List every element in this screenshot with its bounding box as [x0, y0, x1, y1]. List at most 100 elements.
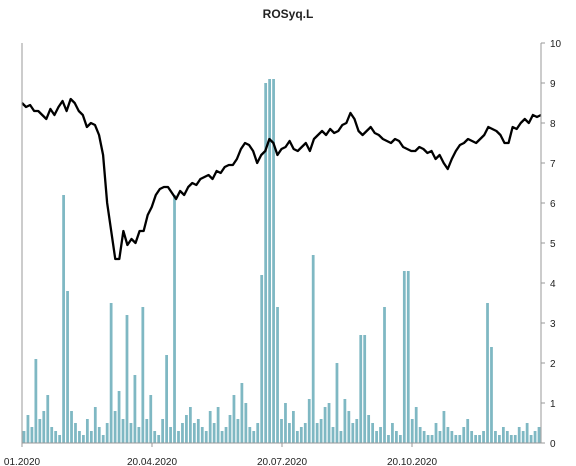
- volume-bar: [236, 419, 240, 443]
- volume-bar: [228, 415, 232, 443]
- volume-bar: [327, 403, 331, 443]
- volume-bar: [486, 303, 489, 443]
- volume-bar: [256, 423, 260, 443]
- volume-bar: [537, 427, 541, 443]
- volume-bar: [161, 419, 165, 443]
- y-axis-ticks: 0 1 2 3 4 5 6 7 8 9 10: [541, 39, 562, 450]
- volume-bar: [30, 427, 34, 443]
- volume-bar: [82, 435, 85, 443]
- volume-bar: [264, 83, 268, 443]
- volume-bar: [260, 275, 264, 443]
- volume-bar: [276, 307, 279, 443]
- volume-bar: [165, 355, 168, 443]
- volume-bar: [208, 411, 212, 443]
- volume-bar: [355, 419, 359, 443]
- volume-bar: [244, 403, 248, 443]
- volume-bar: [402, 271, 406, 443]
- price-line: [21, 97, 542, 261]
- volume-bar: [533, 431, 537, 443]
- volume-bar: [438, 431, 442, 443]
- y-tick-label: 2: [550, 359, 556, 370]
- volume-bar: [454, 435, 458, 443]
- volume-bar: [335, 363, 339, 443]
- volume-bar: [252, 431, 256, 443]
- volume-bar: [280, 419, 283, 443]
- volume-bar: [521, 431, 525, 443]
- volume-bar: [85, 419, 89, 443]
- volume-bar: [26, 415, 30, 443]
- volume-bar: [509, 435, 513, 443]
- volume-bar: [339, 431, 343, 443]
- volume-bar: [442, 411, 446, 443]
- volume-bar: [216, 407, 220, 443]
- volume-bar: [462, 427, 466, 443]
- volume-bar: [137, 427, 141, 443]
- volume-bar: [54, 431, 58, 443]
- volume-bar: [93, 407, 97, 443]
- volume-bar: [398, 435, 402, 443]
- volume-bar: [109, 303, 113, 443]
- chart-title: ROSyq.L: [263, 7, 314, 21]
- volume-bar: [192, 423, 196, 443]
- volume-bar: [418, 427, 422, 443]
- volume-bar: [525, 423, 529, 443]
- volume-bar: [196, 419, 200, 443]
- volume-bar: [38, 419, 42, 443]
- volume-bar: [153, 431, 157, 443]
- volume-bar: [78, 431, 81, 443]
- volume-bar: [387, 435, 390, 443]
- y-tick-label: 7: [550, 159, 556, 170]
- volume-bar: [434, 423, 438, 443]
- volume-bar: [248, 427, 252, 443]
- volume-bar: [379, 427, 382, 443]
- volume-bar: [422, 431, 426, 443]
- volume-bar: [224, 427, 228, 443]
- volume-bar: [292, 411, 295, 443]
- y-tick-label: 10: [550, 39, 562, 50]
- volume-bar: [395, 431, 398, 443]
- volume-bar: [351, 423, 355, 443]
- volume-bar: [446, 427, 450, 443]
- volume-bar: [22, 431, 26, 443]
- volume-bar: [391, 423, 394, 443]
- volume-bar: [410, 419, 414, 443]
- y-tick-label: 0: [550, 439, 556, 450]
- volume-bar: [311, 255, 315, 443]
- volume-bar: [177, 431, 180, 443]
- x-axis-ticks: 01.2020 20.04.2020 20.07.2020 20.10.2020: [4, 443, 437, 466]
- volume-bar: [181, 423, 184, 443]
- volume-bar: [46, 395, 50, 443]
- volume-bar: [315, 423, 319, 443]
- volume-bar: [303, 423, 307, 443]
- volume-bar: [414, 407, 418, 443]
- volume-bar: [406, 271, 410, 443]
- y-tick-label: 8: [550, 119, 556, 130]
- volume-bar: [220, 431, 224, 443]
- volume-bar: [268, 79, 271, 443]
- volume-bar: [490, 347, 493, 443]
- volume-bar: [66, 291, 69, 443]
- volume-bar: [212, 423, 216, 443]
- volume-bar: [367, 415, 371, 443]
- volume-bar: [173, 195, 176, 443]
- volume-bar: [188, 407, 192, 443]
- x-tick-label: 01.2020: [4, 457, 41, 466]
- volume-bar: [121, 419, 125, 443]
- volume-bars: [22, 79, 541, 443]
- volume-bar: [141, 307, 145, 443]
- volume-bar: [145, 419, 149, 443]
- volume-bar: [200, 427, 204, 443]
- volume-bar: [299, 427, 303, 443]
- y-tick-label: 6: [550, 199, 556, 210]
- volume-bar: [288, 423, 291, 443]
- y-tick-label: 9: [550, 79, 556, 90]
- volume-bar: [125, 315, 129, 443]
- volume-bar: [295, 431, 299, 443]
- y-tick-label: 4: [550, 279, 556, 290]
- volume-bar: [129, 423, 133, 443]
- volume-bar: [113, 411, 117, 443]
- volume-bar: [494, 431, 497, 443]
- volume-bar: [498, 435, 501, 443]
- volume-bar: [517, 427, 521, 443]
